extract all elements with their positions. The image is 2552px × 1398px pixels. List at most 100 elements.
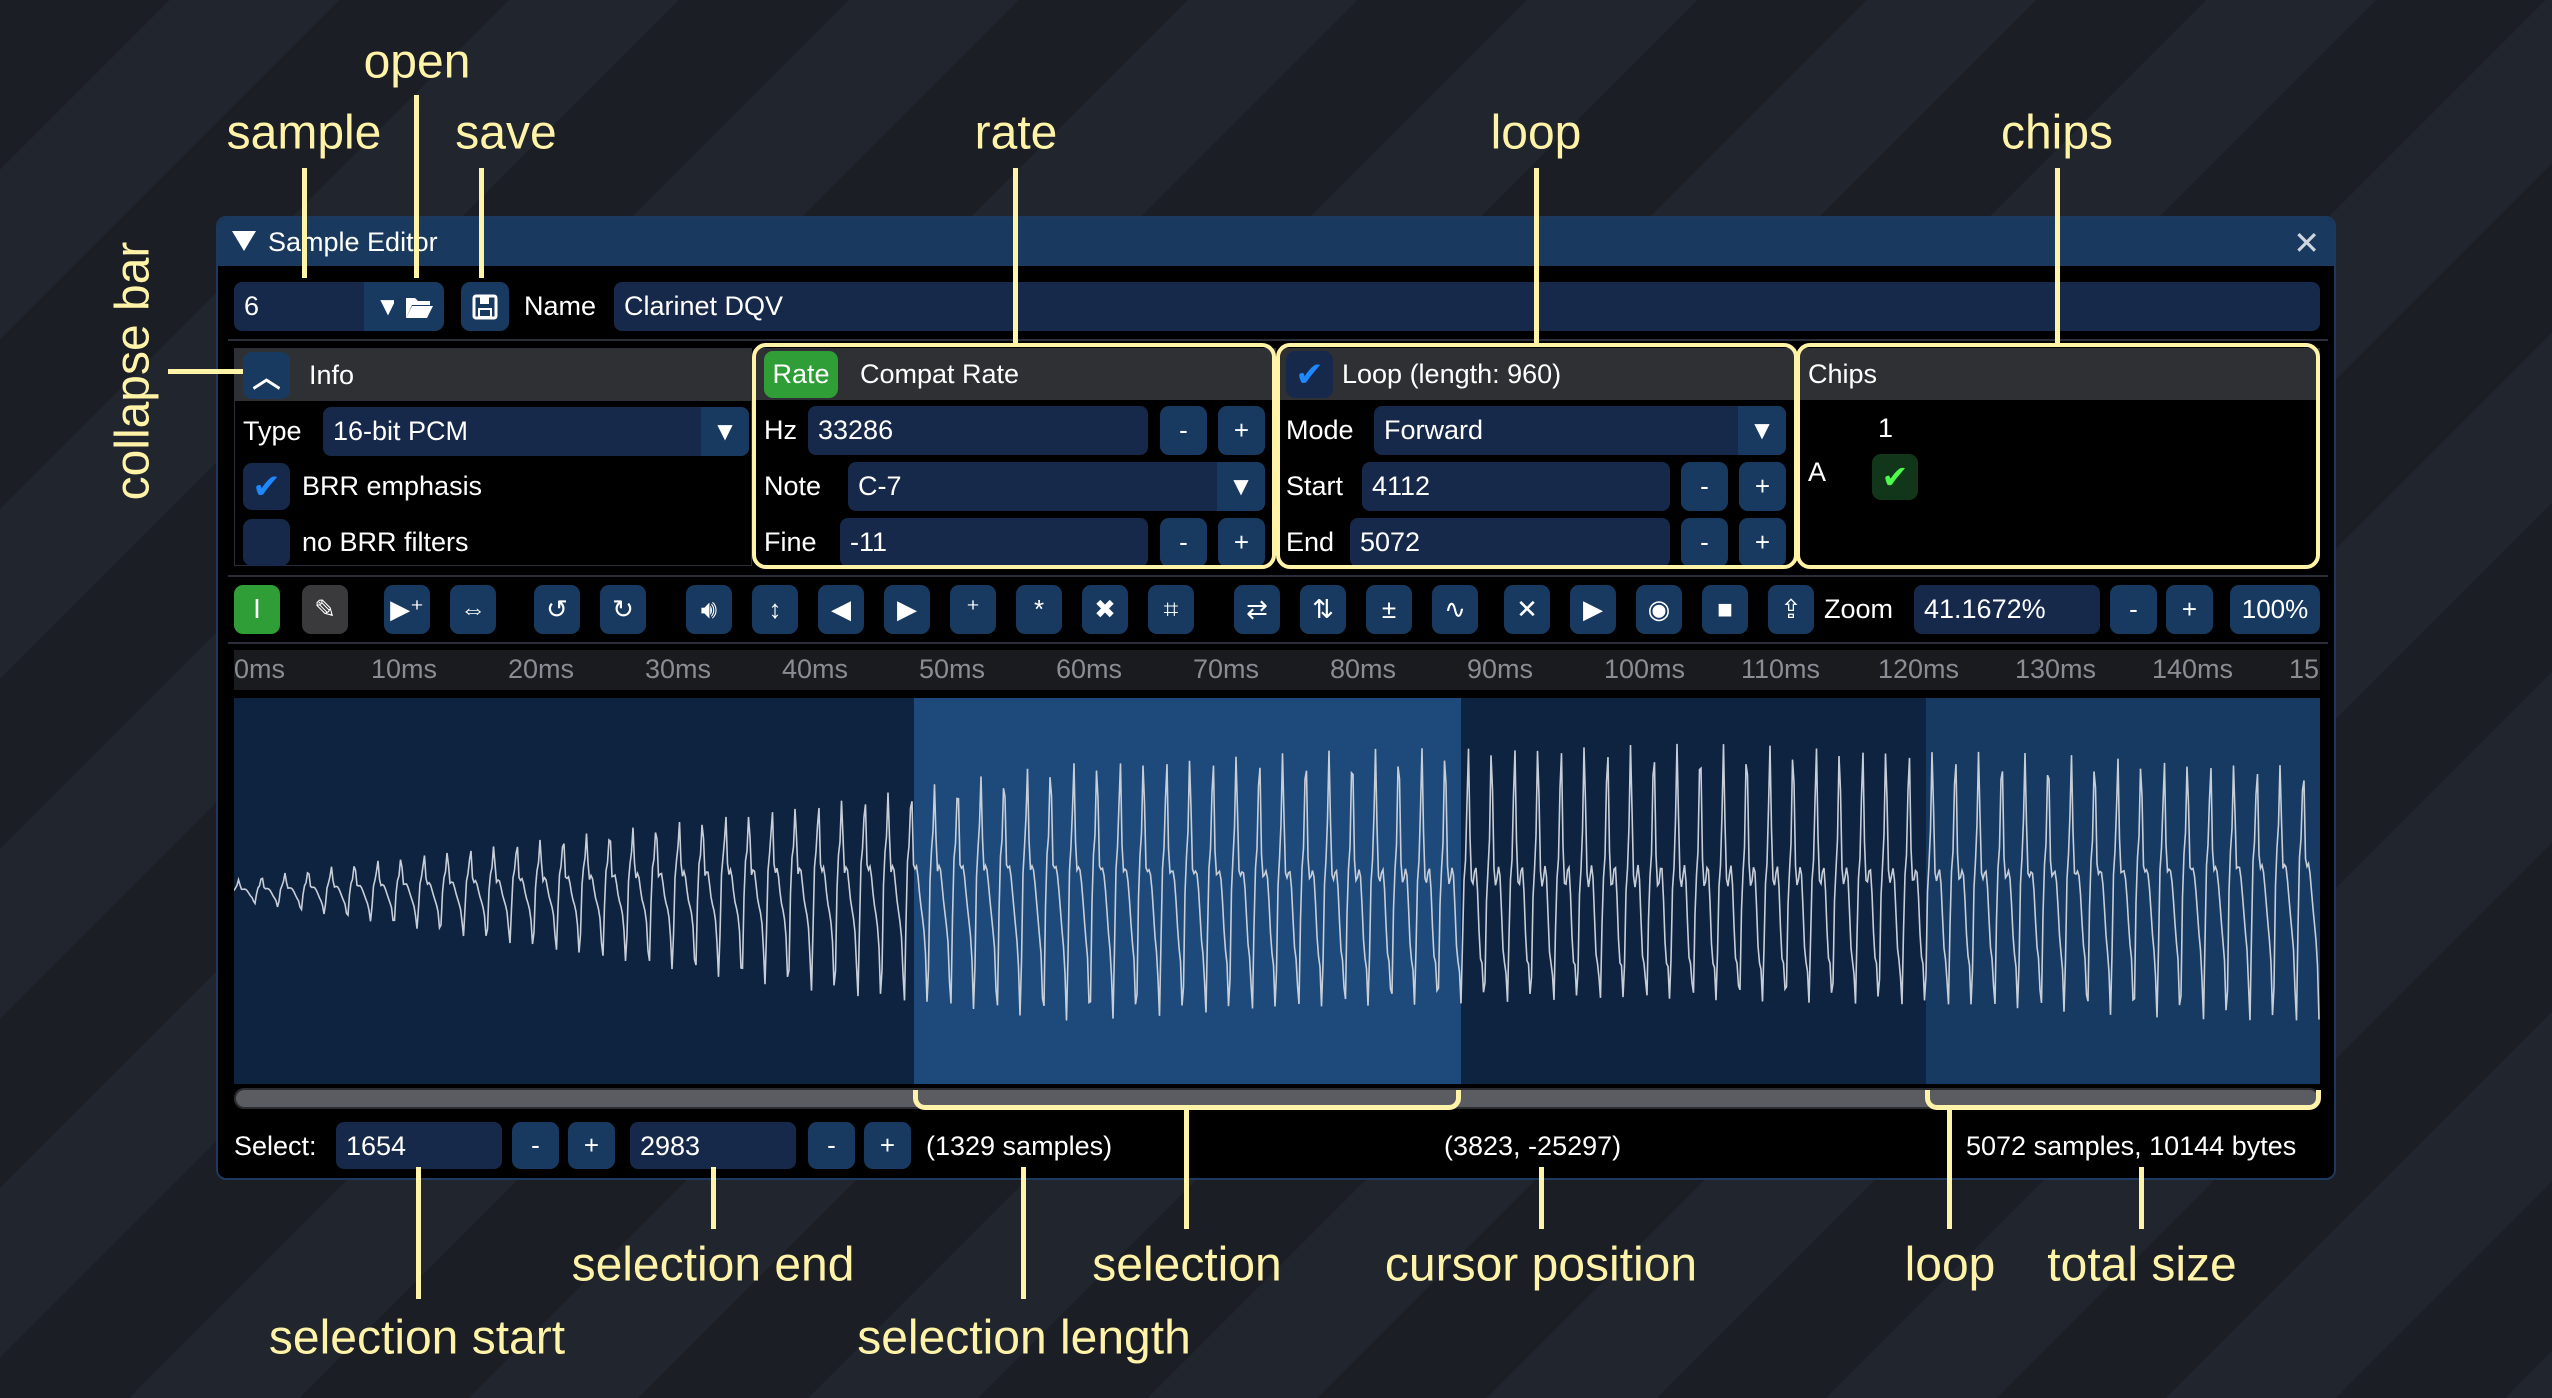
close-icon[interactable]: ✕ — [2293, 225, 2320, 261]
loop-start-minus[interactable]: - — [1681, 462, 1728, 511]
stop-button[interactable]: ■ — [1702, 585, 1748, 634]
sign-button[interactable]: ± — [1366, 585, 1412, 634]
selection-end-input[interactable]: 2983 — [630, 1122, 796, 1169]
reverse-button[interactable]: ⇄ — [1234, 585, 1280, 634]
pencil-tool-button[interactable]: ✎ — [302, 585, 348, 634]
delete-button[interactable]: ✖ — [1082, 585, 1128, 634]
sel-start-minus[interactable]: - — [512, 1122, 559, 1169]
ruler-tick-label: 30ms — [645, 654, 712, 684]
normalize-icon: ↕ — [768, 594, 782, 624]
silence-button[interactable]: * — [1016, 585, 1062, 634]
open-button[interactable] — [394, 282, 444, 331]
selection-region — [914, 698, 1461, 1084]
zoom-in-button[interactable]: + — [2166, 585, 2213, 634]
annotation-line — [1947, 1110, 1952, 1229]
zoom-input[interactable]: 41.1672% — [1914, 585, 2100, 634]
sample-editor-window: Sample Editor ✕ 6 ▼ Name Clarinet DQV ︿ … — [216, 216, 2336, 1180]
loop-end-plus[interactable]: + — [1739, 518, 1786, 567]
waveform-view[interactable] — [234, 698, 2320, 1084]
chevron-down-icon[interactable]: ▼ — [1217, 462, 1265, 511]
filter-icon: ∿ — [1444, 594, 1466, 624]
loop-header — [1280, 348, 1796, 400]
ruler-tick-label: 60ms — [1056, 654, 1123, 684]
ruler-tick-label: 70ms — [1193, 654, 1260, 684]
crossfade-button[interactable]: ✕ — [1504, 585, 1550, 634]
scrollbar-thumb[interactable] — [236, 1090, 2318, 1107]
time-ruler[interactable]: 0ms 10ms 20ms 30ms 40ms 50ms 60ms 70ms 80ms 90ms 1… — [234, 650, 2320, 690]
fade-out-button[interactable]: ▶ — [884, 585, 930, 634]
chip-a-checkbox[interactable]: ✔ — [1872, 454, 1918, 500]
sample-select[interactable]: 6 — [234, 282, 380, 331]
hz-label: Hz — [764, 415, 797, 445]
preview-loop-button[interactable]: ◉ — [1636, 585, 1682, 634]
zoom-reset-button[interactable]: 100% — [2230, 585, 2320, 634]
silence-icon: * — [1033, 594, 1045, 624]
fade-in-button[interactable]: ◀ — [818, 585, 864, 634]
name-input[interactable]: Clarinet DQV — [614, 282, 2320, 331]
loop-end-minus[interactable]: - — [1681, 518, 1728, 567]
fine-minus-button[interactable]: - — [1160, 518, 1207, 567]
normalize-button[interactable]: ↕ — [752, 585, 798, 634]
preview-icon: ▶ — [1583, 594, 1603, 624]
sel-start-plus[interactable]: + — [568, 1122, 615, 1169]
loop-panel: ✔ Loop (length: 960) Mode Forward ▼ Star… — [1280, 348, 1796, 567]
crop-button[interactable]: ⌗ — [1148, 585, 1194, 634]
undo-button[interactable]: ↺ — [534, 585, 580, 634]
loop-start-plus[interactable]: + — [1739, 462, 1786, 511]
loop-end-input[interactable]: 5072 — [1350, 518, 1670, 567]
note-select[interactable]: C-7 — [848, 462, 1265, 511]
reverse-icon: ⇄ — [1246, 594, 1268, 624]
annotation-rate: rate — [974, 106, 1058, 160]
ruler-tick-label: 20ms — [508, 654, 575, 684]
mode-select[interactable]: Forward — [1374, 406, 1786, 455]
chevron-up-icon: ︿ — [252, 361, 281, 393]
chip-column-label: 1 — [1878, 413, 1894, 443]
title-bar[interactable]: Sample Editor — [218, 218, 2334, 266]
annotation-line — [168, 369, 243, 374]
selection-start-input[interactable]: 1654 — [336, 1122, 502, 1169]
redo-button[interactable]: ↻ — [600, 585, 646, 634]
export-button[interactable]: ⇪ — [1768, 585, 1814, 634]
annotation-line — [414, 95, 419, 278]
sel-end-plus[interactable]: + — [864, 1122, 911, 1169]
sel-end-minus[interactable]: - — [808, 1122, 855, 1169]
delete-icon: ✖ — [1094, 594, 1116, 624]
select-tool-button[interactable]: Ⅰ — [234, 585, 280, 634]
hz-minus-button[interactable]: - — [1160, 406, 1207, 455]
chevron-down-icon[interactable]: ▼ — [701, 407, 749, 456]
selection-length: (1329 samples) — [926, 1131, 1113, 1161]
tab-rate[interactable]: Rate — [764, 351, 838, 398]
filter-button[interactable]: ∿ — [1432, 585, 1478, 634]
chevron-down-icon[interactable]: ▼ — [1738, 406, 1786, 455]
hz-input[interactable]: 33286 — [808, 406, 1148, 455]
info-title: Info — [309, 360, 355, 390]
no-brr-filters-checkbox[interactable] — [243, 519, 290, 566]
zoom-out-button[interactable]: - — [2110, 585, 2157, 634]
collapse-window-icon[interactable] — [232, 231, 256, 251]
fine-input[interactable]: -11 — [840, 518, 1148, 567]
fine-plus-button[interactable]: + — [1218, 518, 1265, 567]
undo-icon: ↺ — [546, 594, 568, 624]
ruler-tick-label: 80ms — [1330, 654, 1397, 684]
mode-label: Mode — [1286, 415, 1354, 445]
horizontal-scrollbar[interactable] — [234, 1088, 2320, 1109]
tab-compat-rate[interactable]: Compat Rate — [860, 359, 1020, 389]
annotation-selection: selection — [1092, 1238, 1282, 1292]
amplify-button[interactable]: ▶⁺ — [384, 585, 430, 634]
hz-plus-button[interactable]: + — [1218, 406, 1265, 455]
chips-title: Chips — [1808, 359, 1878, 389]
resize-button[interactable]: ⇔ — [450, 585, 496, 634]
annotation-line — [1539, 1167, 1544, 1229]
loop-checkbox[interactable]: ✔ — [1286, 351, 1333, 398]
preview-loop-icon: ◉ — [1647, 594, 1671, 624]
collapse-bar-button[interactable]: ︿ — [243, 352, 290, 399]
insert-silence-button[interactable]: ⁺ — [950, 585, 996, 634]
brr-emphasis-checkbox[interactable]: ✔ — [243, 463, 290, 510]
preview-button[interactable]: ▶ — [1570, 585, 1616, 634]
invert-button[interactable]: ⇅ — [1300, 585, 1346, 634]
type-select[interactable]: 16-bit PCM — [323, 407, 749, 456]
save-button[interactable] — [461, 282, 509, 331]
volume-button[interactable]: 🔊︎ — [686, 585, 732, 634]
start-label: Start — [1286, 471, 1344, 501]
loop-start-input[interactable]: 4112 — [1362, 462, 1670, 511]
